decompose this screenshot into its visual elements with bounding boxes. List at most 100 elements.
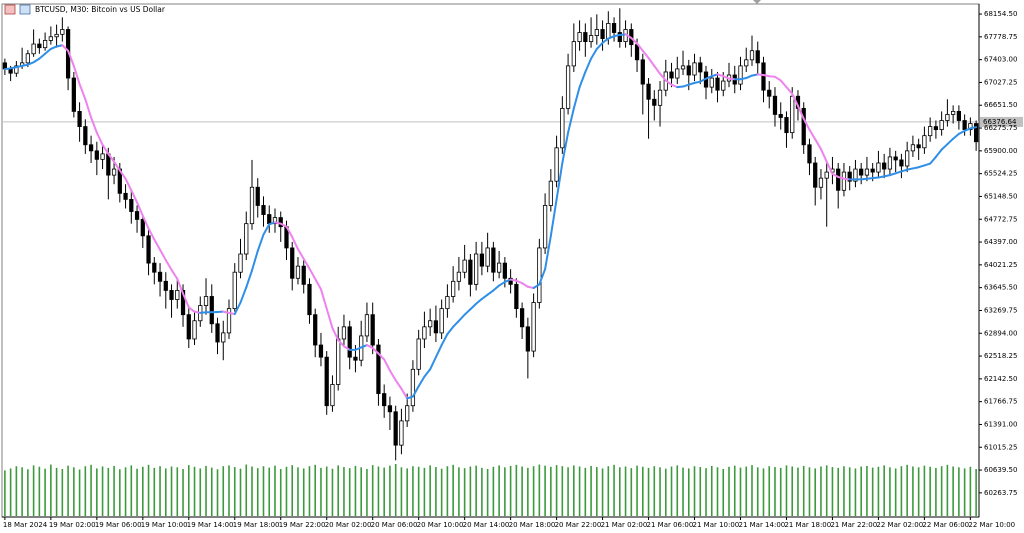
candle-body [134,211,140,220]
moving-average [325,307,334,330]
moving-average [256,233,265,252]
y-tick-label: 62894.00 [984,329,1017,337]
moving-average [647,57,656,67]
candle-body [278,217,283,228]
x-tick-label: 22 Mar 10:00 [968,521,1015,529]
candle-body [451,280,456,297]
moving-average [90,116,98,134]
moving-average [917,164,926,169]
candle-body [462,259,467,273]
candle-body [157,271,163,282]
moving-average [337,339,345,348]
moving-average [819,148,828,163]
y-tick-label: 61015.25 [984,443,1017,451]
moving-average [26,61,35,66]
moving-average [411,385,420,398]
moving-average [187,306,196,313]
candle-body [548,180,553,206]
candle-body [123,192,128,200]
x-tick-label: 19 Mar 10:00 [141,521,188,529]
moving-average [239,286,248,304]
x-tick-label: 20 Mar 02:00 [325,521,372,529]
candle-body [491,247,496,273]
candle-body [445,296,450,310]
icon-period [19,4,31,15]
x-tick-label: 22 Mar 06:00 [922,521,969,529]
moving-average [371,347,380,355]
candle-body [111,168,117,176]
candle-body [186,314,191,340]
candle-body [882,162,887,170]
x-tick-label: 21 Mar 10:00 [693,521,740,529]
y-tick-label: 67778.75 [984,33,1017,41]
candle-body [675,68,680,79]
y-tick-label: 61766.75 [984,398,1017,406]
moving-average [796,104,805,120]
title-bar: BTCUSD, M30: Bitcoin vs US Dollar [4,4,166,15]
candle-body [77,111,82,127]
y-tick-label: 68154.50 [984,10,1017,18]
moving-average [38,52,47,60]
moving-average [670,83,679,89]
candle-body [456,271,462,282]
candle-body [88,144,94,152]
moving-average [544,234,552,271]
x-tick-label: 19 Mar 14:00 [187,521,234,529]
candle-body [341,326,347,340]
moving-average [486,289,495,296]
moving-average [95,131,104,146]
candle-body [347,326,352,358]
candle-body [474,253,479,285]
x-tick-label: 18 Mar 2024 [3,521,48,529]
candle-body [336,338,341,385]
candle-body [42,40,48,49]
moving-average [32,57,41,64]
moving-average [101,143,110,155]
moving-average [279,222,288,228]
moving-average [44,47,52,55]
candle-body [542,205,548,249]
x-tick-label: 19 Mar 02:00 [49,521,96,529]
moving-average [141,214,150,230]
candle-body [215,323,220,343]
shift-marker [753,0,761,4]
moving-average [946,137,955,146]
moving-average [319,288,328,310]
y-tick-label: 66275.75 [984,124,1017,132]
y-tick-label: 62142.50 [984,375,1017,383]
candle-body [709,77,714,88]
y-tick-label: 65148.50 [984,192,1017,200]
moving-average [308,267,317,280]
moving-average [601,37,610,44]
moving-average [457,313,466,322]
plot-layer [2,8,1023,516]
moving-average [296,248,305,260]
candle-body [382,393,387,407]
candle-body [738,65,743,85]
moving-average [245,269,253,289]
moving-average [67,49,75,67]
moving-average [814,138,822,151]
candle-body [485,247,490,267]
moving-average [130,189,139,204]
y-tick-label: 65524.25 [984,170,1017,178]
candle-body [853,168,858,182]
candle-body [652,98,657,106]
candle-body [876,162,881,173]
candle-body [405,405,410,422]
moving-average [72,64,81,86]
moving-average [791,92,799,107]
candle-body [226,308,232,334]
moving-average [417,375,426,388]
candle-body [313,314,318,346]
candle-body [910,144,916,152]
moving-average [957,129,966,135]
y-tick-label: 65900.00 [984,147,1017,155]
moving-average [423,368,432,378]
candle-body [956,111,962,121]
candle-body [192,320,197,340]
moving-average [653,64,662,75]
candle-body [468,259,473,285]
y-tick-label: 63269.75 [984,306,1017,314]
candle-body [272,217,278,225]
